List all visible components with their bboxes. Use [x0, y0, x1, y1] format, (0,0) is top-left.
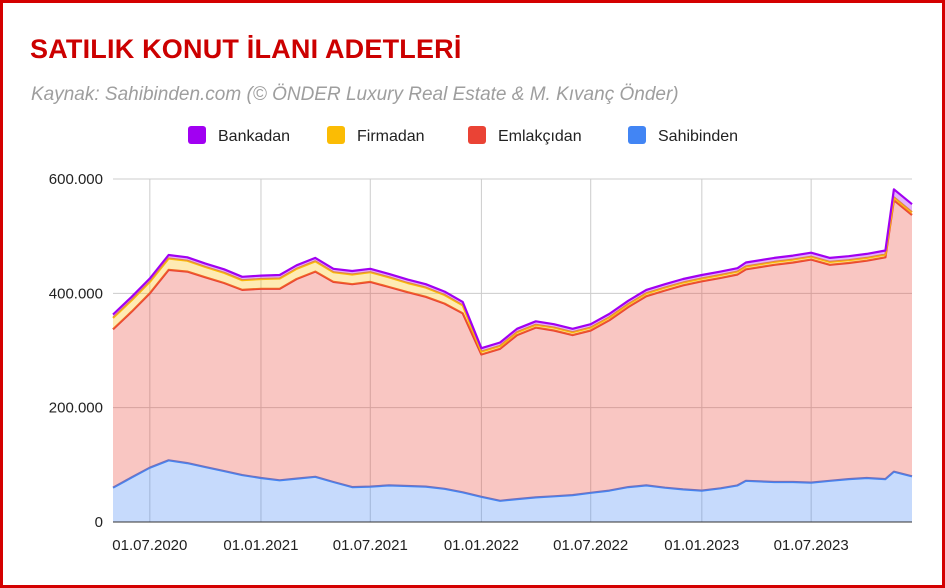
x-tick-label: 01.07.2020: [112, 537, 187, 554]
line-firmadan: [112, 196, 913, 353]
area-sahibinden: [113, 460, 912, 522]
x-tick-label: 01.01.2023: [664, 537, 739, 554]
chart-title: SATILIK KONUT İLANI ADETLERİ: [30, 34, 462, 64]
y-tick-label: 600.000: [49, 171, 103, 188]
y-tick-label: 200.000: [49, 400, 103, 417]
legend-swatch-sahibinden: [628, 126, 646, 144]
y-tick-label: 0: [95, 514, 103, 531]
line-emlakdan: [112, 199, 913, 356]
legend-swatch-emlakdan: [468, 126, 486, 144]
legend-swatch-firmadan: [327, 126, 345, 144]
x-tick-label: 01.07.2022: [553, 537, 628, 554]
x-tick-label: 01.07.2021: [333, 537, 408, 554]
x-tick-label: 01.07.2023: [774, 537, 849, 554]
line-sahibinden: [112, 459, 913, 502]
line-bankadan: [112, 188, 913, 350]
legend-label-firmadan: Firmadan: [357, 128, 425, 145]
area-emlakdan: [113, 200, 912, 501]
x-tick-label: 01.01.2022: [444, 537, 519, 554]
y-tick-label: 400.000: [49, 285, 103, 302]
legend-label-emlakdan: Emlakçıdan: [498, 128, 582, 145]
legend-label-bankadan: Bankadan: [218, 128, 290, 145]
x-tick-label: 01.01.2021: [223, 537, 298, 554]
legend-swatch-bankadan: [188, 126, 206, 144]
legend-label-sahibinden: Sahibinden: [658, 128, 738, 145]
chart-subtitle: Kaynak: Sahibinden.com (© ÖNDER Luxury R…: [31, 84, 679, 105]
